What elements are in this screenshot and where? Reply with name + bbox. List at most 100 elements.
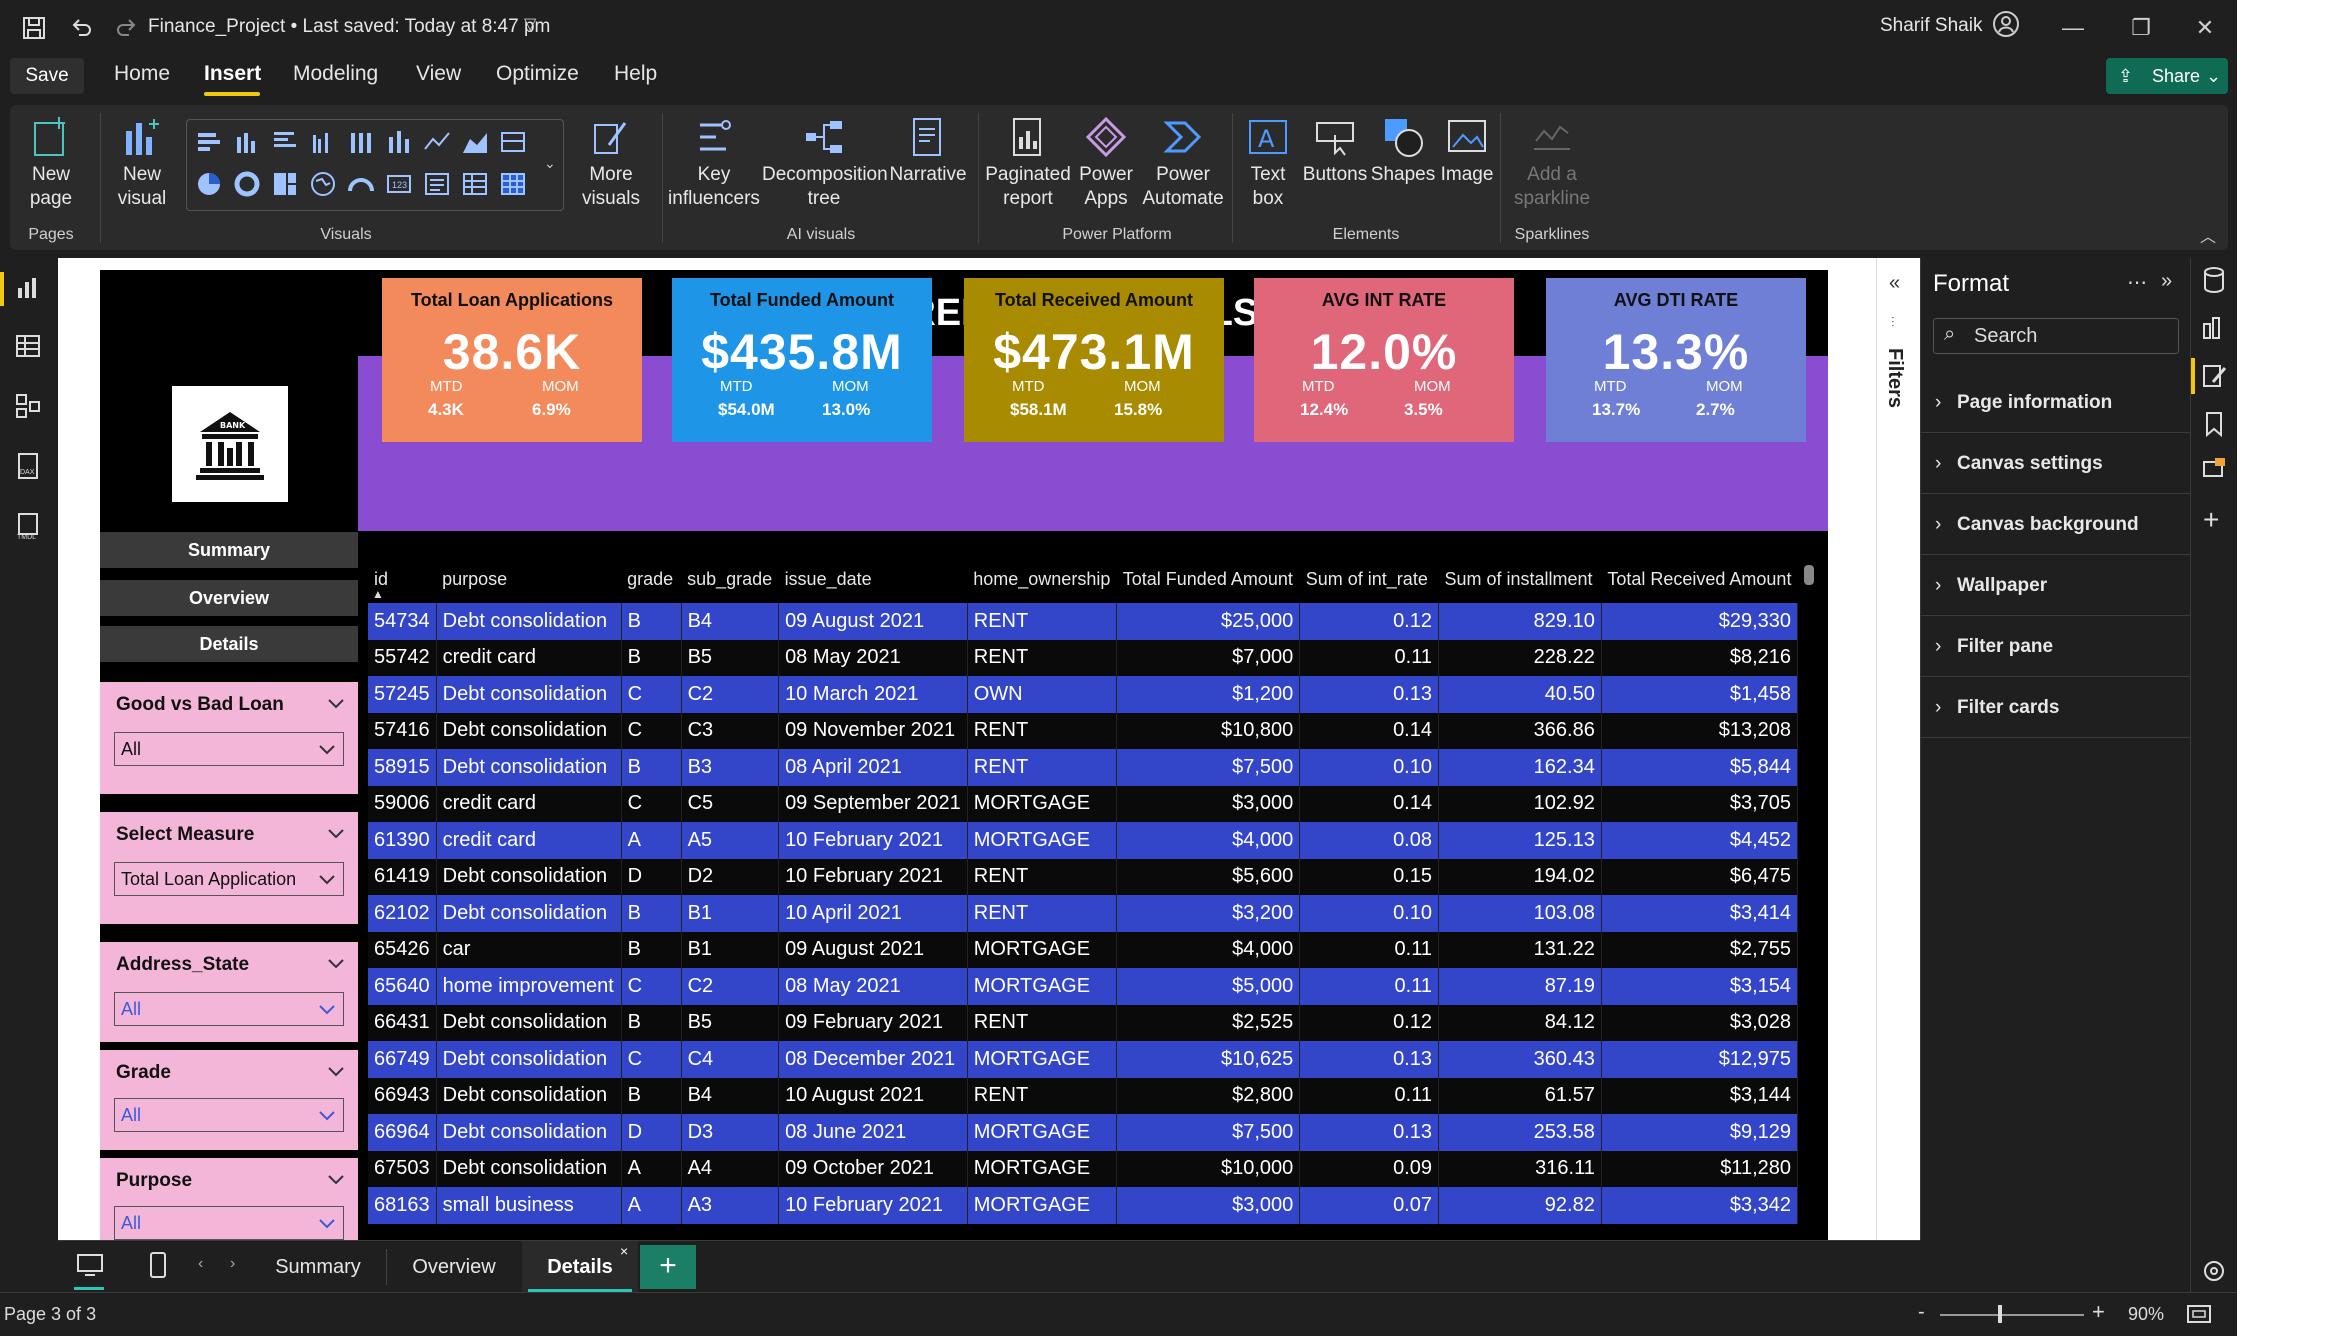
save-icon[interactable] xyxy=(14,8,54,48)
pie-chart-icon[interactable] xyxy=(194,169,224,199)
desktop-layout-icon[interactable] xyxy=(76,1251,104,1284)
save-button[interactable]: Save xyxy=(10,58,84,94)
tab-optimize[interactable]: Optimize xyxy=(496,62,579,85)
treemap-icon[interactable] xyxy=(270,169,300,199)
minimize-icon[interactable]: — xyxy=(2062,15,2084,40)
restore-icon[interactable]: ❐ xyxy=(2131,15,2151,40)
zoom-out-icon[interactable]: - xyxy=(1918,1301,1925,1323)
shapes-button[interactable]: Shapes xyxy=(1370,115,1436,187)
chevron-down-icon[interactable] xyxy=(328,1172,344,1190)
table-row[interactable]: 58915 Debt consolidation B B3 08 April 2021 R… xyxy=(368,749,1799,786)
table-row[interactable]: 65426 car B B1 09 August 2021 MORTGAGE $4,000 0… xyxy=(368,931,1799,968)
column-header[interactable]: issue_date xyxy=(784,568,872,589)
tab-view[interactable]: View xyxy=(416,62,462,85)
new-page-button[interactable]: New page xyxy=(14,115,88,211)
slicer-dropdown[interactable]: All xyxy=(114,1098,344,1132)
table-row[interactable]: 55742 credit card B B5 08 May 2021 RENT $7,000… xyxy=(368,639,1799,676)
expand-filters-icon[interactable]: « xyxy=(1889,272,1901,294)
power-automate-button[interactable]: Power Automate xyxy=(1138,115,1228,211)
table-row[interactable]: 62102 Debt consolidation B B1 10 April 2021 R… xyxy=(368,895,1799,932)
table-row[interactable]: 61419 Debt consolidation D D2 10 February 20… xyxy=(368,858,1799,895)
line-chart-icon[interactable] xyxy=(422,127,452,157)
next-page-icon[interactable]: › xyxy=(230,1255,236,1272)
area-chart-icon[interactable] xyxy=(460,127,490,157)
column-header[interactable]: id ▲ xyxy=(372,568,389,602)
table-row[interactable]: 59006 credit card C C5 09 September 2021 MORT… xyxy=(368,785,1799,822)
chevron-down-icon[interactable]: ▽ xyxy=(524,16,537,33)
slicer-dropdown[interactable]: All xyxy=(114,732,344,766)
text-box-button[interactable]: A Text box xyxy=(1236,115,1300,211)
file-title[interactable]: Finance_Project • Last saved: Today at 8… xyxy=(148,16,551,37)
tmdl-view-icon[interactable]: TMDL xyxy=(14,512,42,545)
column-header[interactable]: purpose xyxy=(442,568,508,589)
add-pane-icon[interactable]: + xyxy=(2203,504,2220,535)
chevron-down-icon[interactable] xyxy=(328,826,344,844)
nav-overview-button[interactable]: Overview xyxy=(100,580,358,616)
build-visual-icon[interactable] xyxy=(2201,314,2227,347)
table-row[interactable]: 66943 Debt consolidation B B4 10 August 2021… xyxy=(368,1077,1799,1114)
section-page-information[interactable]: › Page information xyxy=(1921,372,2191,433)
multi-row-card-icon[interactable] xyxy=(422,169,452,199)
chevron-down-icon[interactable] xyxy=(328,696,344,714)
zoom-slider[interactable] xyxy=(1940,1314,2084,1316)
report-view-icon[interactable] xyxy=(14,274,42,307)
selection-pane-icon[interactable] xyxy=(2201,456,2227,489)
chevron-down-icon[interactable] xyxy=(328,1064,344,1082)
redo-icon[interactable] xyxy=(106,8,146,48)
page-tab-summary[interactable]: Summary xyxy=(275,1256,361,1278)
table-icon[interactable] xyxy=(460,169,490,199)
section-filter-pane[interactable]: › Filter pane xyxy=(1921,616,2191,677)
gallery-expand-icon[interactable]: ⌄ xyxy=(544,155,556,171)
filters-pane-collapsed[interactable]: « ⫶ Filters xyxy=(1876,258,1920,1240)
table-scrollbar[interactable] xyxy=(1804,565,1814,585)
buttons-button[interactable]: Buttons xyxy=(1300,115,1370,187)
clustered-column-chart-icon[interactable] xyxy=(308,127,338,157)
decomposition-tree-button[interactable]: Decomposition tree xyxy=(762,115,888,211)
section-filter-cards[interactable]: › Filter cards xyxy=(1921,677,2191,738)
page-tab-details[interactable]: Details xyxy=(522,1241,638,1293)
column-100-icon[interactable] xyxy=(384,127,414,157)
table-row[interactable]: 67503 Debt consolidation A A4 09 October 202… xyxy=(368,1150,1799,1187)
slicer-dropdown[interactable]: All xyxy=(114,992,344,1026)
nav-summary-button[interactable]: Summary xyxy=(100,532,358,568)
avatar-icon[interactable] xyxy=(1992,10,2020,38)
table-row[interactable]: 66964 Debt consolidation D D3 08 June 2021 MO… xyxy=(368,1114,1799,1151)
sort-ascending-icon[interactable]: ▲ xyxy=(372,587,384,601)
table-row[interactable]: 57245 Debt consolidation C C2 10 March 2021 O… xyxy=(368,676,1799,713)
model-view-icon[interactable] xyxy=(14,392,42,425)
image-button[interactable]: Image xyxy=(1436,115,1498,187)
paginated-report-button[interactable]: Paginated report xyxy=(982,115,1074,211)
slicer-dropdown[interactable]: All xyxy=(114,1206,344,1240)
previous-page-icon[interactable]: ‹ xyxy=(198,1255,204,1272)
table-row[interactable]: 66749 Debt consolidation C C4 08 December 20… xyxy=(368,1041,1799,1078)
collapse-pane-icon[interactable]: » xyxy=(2161,270,2173,292)
column-header[interactable]: Sum of installment xyxy=(1444,568,1593,589)
zoom-in-icon[interactable]: + xyxy=(2092,1299,2105,1324)
add-sparkline-button[interactable]: Add a sparkline xyxy=(1504,115,1600,211)
slicer-dropdown[interactable]: Total Loan Application xyxy=(114,862,344,896)
column-header[interactable]: grade xyxy=(627,568,674,589)
card-icon[interactable]: 123 xyxy=(384,169,414,199)
column-header[interactable]: Total Received Amount xyxy=(1607,568,1792,589)
undo-icon[interactable] xyxy=(62,8,102,48)
close-tab-icon[interactable]: × xyxy=(620,1243,629,1259)
column-header[interactable]: sub_grade xyxy=(687,568,773,589)
donut-chart-icon[interactable] xyxy=(232,169,262,199)
section-canvas-settings[interactable]: › Canvas settings xyxy=(1921,433,2191,494)
map-icon[interactable] xyxy=(308,169,338,199)
chevron-down-icon[interactable] xyxy=(328,956,344,974)
page-tab-overview[interactable]: Overview xyxy=(412,1256,496,1278)
share-button[interactable]: ⇪ Share ⌄ xyxy=(2106,58,2228,94)
tab-home[interactable]: Home xyxy=(114,62,171,85)
table-row[interactable]: 66431 Debt consolidation B B5 09 February 20… xyxy=(368,1004,1799,1041)
tab-insert[interactable]: Insert xyxy=(204,62,262,85)
stacked-bar-100-icon[interactable] xyxy=(346,127,376,157)
table-row[interactable]: 54734 Debt consolidation B B4 09 August 2021… xyxy=(368,603,1799,640)
more-options-icon[interactable]: ⋯ xyxy=(2127,272,2147,294)
table-row[interactable]: 61390 credit card A A5 10 February 2021 MORTG… xyxy=(368,822,1799,859)
more-visuals-button[interactable]: More visuals xyxy=(572,115,650,211)
new-visual-button[interactable]: New visual xyxy=(106,115,178,211)
data-pane-icon[interactable] xyxy=(2201,266,2227,299)
table-row[interactable]: 65640 home improvement C C2 08 May 2021 MORTG… xyxy=(368,968,1799,1005)
section-canvas-background[interactable]: › Canvas background xyxy=(1921,494,2191,555)
